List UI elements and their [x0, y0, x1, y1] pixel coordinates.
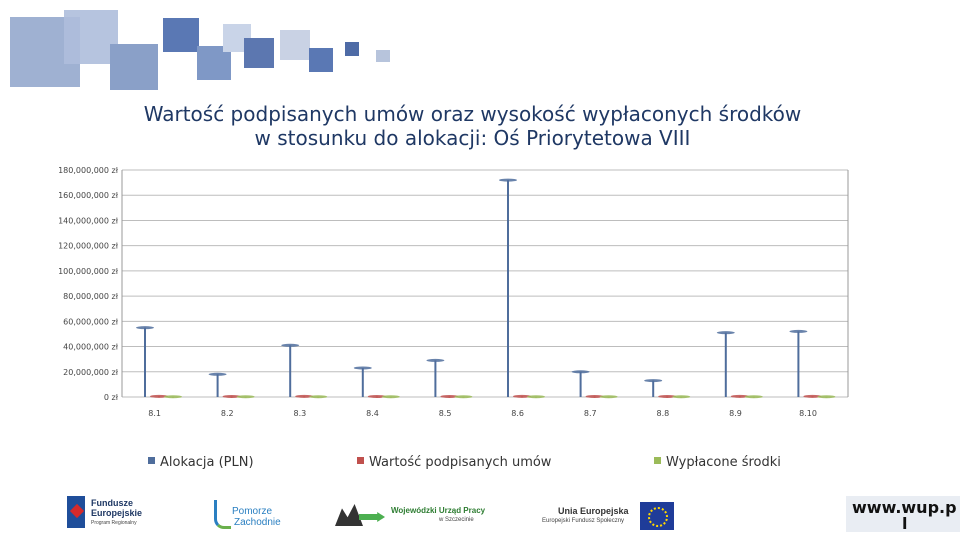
- legend-swatch: [654, 457, 661, 464]
- x-tick-label: 8.3: [294, 409, 307, 418]
- y-tick-label: 60,000,000 zł: [63, 317, 119, 326]
- bar-cap-2: [381, 395, 400, 399]
- y-tick-label: 100,000,000 zł: [58, 267, 119, 276]
- y-tick-label: 40,000,000 zł: [63, 343, 119, 352]
- logo-pomorze-line2: Zachodnie: [234, 517, 281, 528]
- bar-cap-2: [672, 395, 691, 399]
- pomorze-mark-icon: [214, 500, 231, 529]
- bar-0: [361, 367, 364, 397]
- bar-0: [507, 180, 509, 397]
- url-line1: www.wup.p: [852, 498, 957, 517]
- url-line2: l: [902, 514, 908, 533]
- wup-hills-icon: [335, 504, 363, 526]
- bar-cap-1: [222, 394, 241, 398]
- decor-square: [376, 50, 390, 62]
- bar-cap-2: [454, 395, 473, 399]
- bar-cap-0: [136, 326, 154, 330]
- bar-cap-2: [527, 395, 545, 399]
- bar-0: [724, 332, 727, 397]
- x-tick-label: 8.1: [148, 409, 161, 418]
- x-tick-label: 8.10: [799, 409, 817, 418]
- logo-fe-line2: Europejskie: [91, 508, 143, 518]
- bar-0: [289, 345, 292, 397]
- website-link[interactable]: www.wup.p l: [846, 496, 960, 533]
- legend-label: Wypłacone środki: [666, 455, 781, 470]
- logo-wup-line1: Wojewódzki Urząd Pracy: [391, 506, 486, 515]
- logo-ue-line1: Unia Europejska: [558, 506, 629, 516]
- bar-cap-1: [803, 394, 822, 398]
- y-tick-label: 120,000,000 zł: [58, 242, 119, 251]
- chart-title: Wartość podpisanych umów oraz wysokość w…: [60, 102, 885, 150]
- y-tick-label: 140,000,000 zł: [58, 216, 119, 225]
- bar-cap-2: [236, 395, 255, 399]
- bar-cap-2: [309, 395, 328, 399]
- decor-square: [163, 18, 199, 52]
- bar-cap-0: [281, 343, 300, 347]
- bar-cap-1: [367, 394, 386, 398]
- fundusze-europejskie-logo: Fundusze Europejskie Program Regionalny: [67, 494, 167, 530]
- decor-square: [345, 42, 359, 56]
- bar-0: [652, 380, 655, 397]
- bar-cap-0: [789, 329, 808, 333]
- x-tick-label: 8.8: [657, 409, 670, 418]
- decor-square: [280, 30, 310, 60]
- x-tick-label: 8.5: [439, 409, 452, 418]
- y-tick-label: 80,000,000 zł: [63, 292, 119, 301]
- bar-cap-1: [513, 394, 531, 398]
- bar-cap-0: [208, 372, 227, 376]
- x-tick-label: 8.2: [221, 409, 234, 418]
- bar-cap-2: [599, 395, 618, 399]
- y-tick-label: 160,000,000 zł: [58, 191, 119, 200]
- x-tick-label: 8.6: [511, 409, 524, 418]
- bar-cap-0: [353, 366, 372, 370]
- bar-cap-0: [571, 370, 590, 374]
- bar-cap-1: [295, 394, 314, 398]
- bar-cap-2: [744, 395, 763, 399]
- bar-0: [144, 327, 146, 397]
- legend-swatch: [357, 457, 364, 464]
- legend-label: Wartość podpisanych umów: [369, 455, 552, 470]
- bar-cap-1: [150, 394, 168, 398]
- bar-cap-0: [716, 331, 735, 335]
- bar-cap-1: [440, 394, 459, 398]
- logo-wup-line2: w Szczecinie: [439, 517, 474, 523]
- pomorze-zachodnie-logo: Pomorze Zachodnie: [214, 500, 284, 530]
- bar-cap-0: [499, 178, 517, 182]
- title-line-1: Wartość podpisanych umów oraz wysokość w…: [143, 102, 802, 126]
- logo-fe-line1: Fundusze: [91, 498, 133, 508]
- logo-pomorze-line1: Pomorze: [232, 506, 273, 517]
- bar-0: [579, 371, 582, 397]
- decor-square: [110, 44, 158, 90]
- bar-cap-2: [164, 395, 182, 399]
- decor-square: [309, 48, 333, 72]
- bar-cap-1: [585, 394, 604, 398]
- bar-cap-2: [817, 395, 836, 399]
- logo-fe-sub: Program Regionalny: [91, 520, 137, 526]
- legend-swatch: [148, 457, 155, 464]
- x-tick-label: 8.9: [729, 409, 742, 418]
- y-tick-label: 20,000,000 zł: [63, 368, 119, 377]
- wup-arrow-icon: [359, 512, 385, 522]
- decor-square: [64, 10, 118, 64]
- decor-square: [244, 38, 274, 68]
- bar-0: [797, 331, 800, 397]
- bar-0: [216, 374, 219, 397]
- eu-flag-icon: [640, 502, 674, 530]
- x-tick-label: 8.7: [584, 409, 597, 418]
- legend-label: Alokacja (PLN): [160, 455, 254, 470]
- unia-europejska-logo: Unia Europejska Europejski Fundusz Społe…: [540, 502, 675, 532]
- bar-cap-1: [730, 394, 749, 398]
- fe-flag-icon: [67, 496, 85, 528]
- bar-0: [434, 360, 437, 397]
- x-tick-label: 8.4: [366, 409, 379, 418]
- bar-cap-1: [658, 394, 677, 398]
- y-tick-label: 0 zł: [104, 393, 119, 402]
- wup-logo: Wojewódzki Urząd Pracy w Szczecinie: [335, 500, 485, 530]
- bar-cap-0: [426, 358, 445, 362]
- bar-cap-0: [644, 379, 663, 383]
- y-tick-label: 180,000,000 zł: [58, 166, 119, 175]
- logo-ue-line2: Europejski Fundusz Społeczny: [542, 518, 625, 524]
- title-line-2: w stosunku do alokacji: Oś Priorytetowa …: [254, 126, 691, 150]
